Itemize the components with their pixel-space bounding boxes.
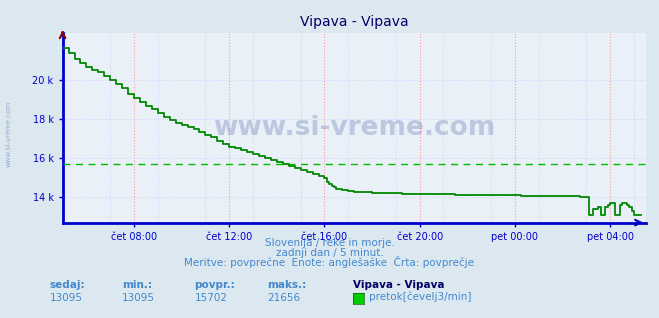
Text: 13095: 13095 bbox=[122, 293, 155, 302]
Text: Meritve: povprečne  Enote: anglešaške  Črta: povprečje: Meritve: povprečne Enote: anglešaške Črt… bbox=[185, 256, 474, 268]
Text: 21656: 21656 bbox=[267, 293, 300, 302]
Text: maks.:: maks.: bbox=[267, 280, 306, 290]
Text: zadnji dan / 5 minut.: zadnji dan / 5 minut. bbox=[275, 248, 384, 258]
Text: min.:: min.: bbox=[122, 280, 152, 290]
Text: www.si-vreme.com: www.si-vreme.com bbox=[5, 100, 12, 167]
Text: povpr.:: povpr.: bbox=[194, 280, 235, 290]
Text: pretok[čevelj3/min]: pretok[čevelj3/min] bbox=[369, 291, 472, 302]
Title: Vipava - Vipava: Vipava - Vipava bbox=[300, 16, 409, 30]
Text: Vipava - Vipava: Vipava - Vipava bbox=[353, 280, 444, 290]
Text: Slovenija / reke in morje.: Slovenija / reke in morje. bbox=[264, 238, 395, 248]
Text: www.si-vreme.com: www.si-vreme.com bbox=[213, 115, 496, 141]
Text: 15702: 15702 bbox=[194, 293, 227, 302]
Text: 13095: 13095 bbox=[49, 293, 82, 302]
Text: sedaj:: sedaj: bbox=[49, 280, 85, 290]
